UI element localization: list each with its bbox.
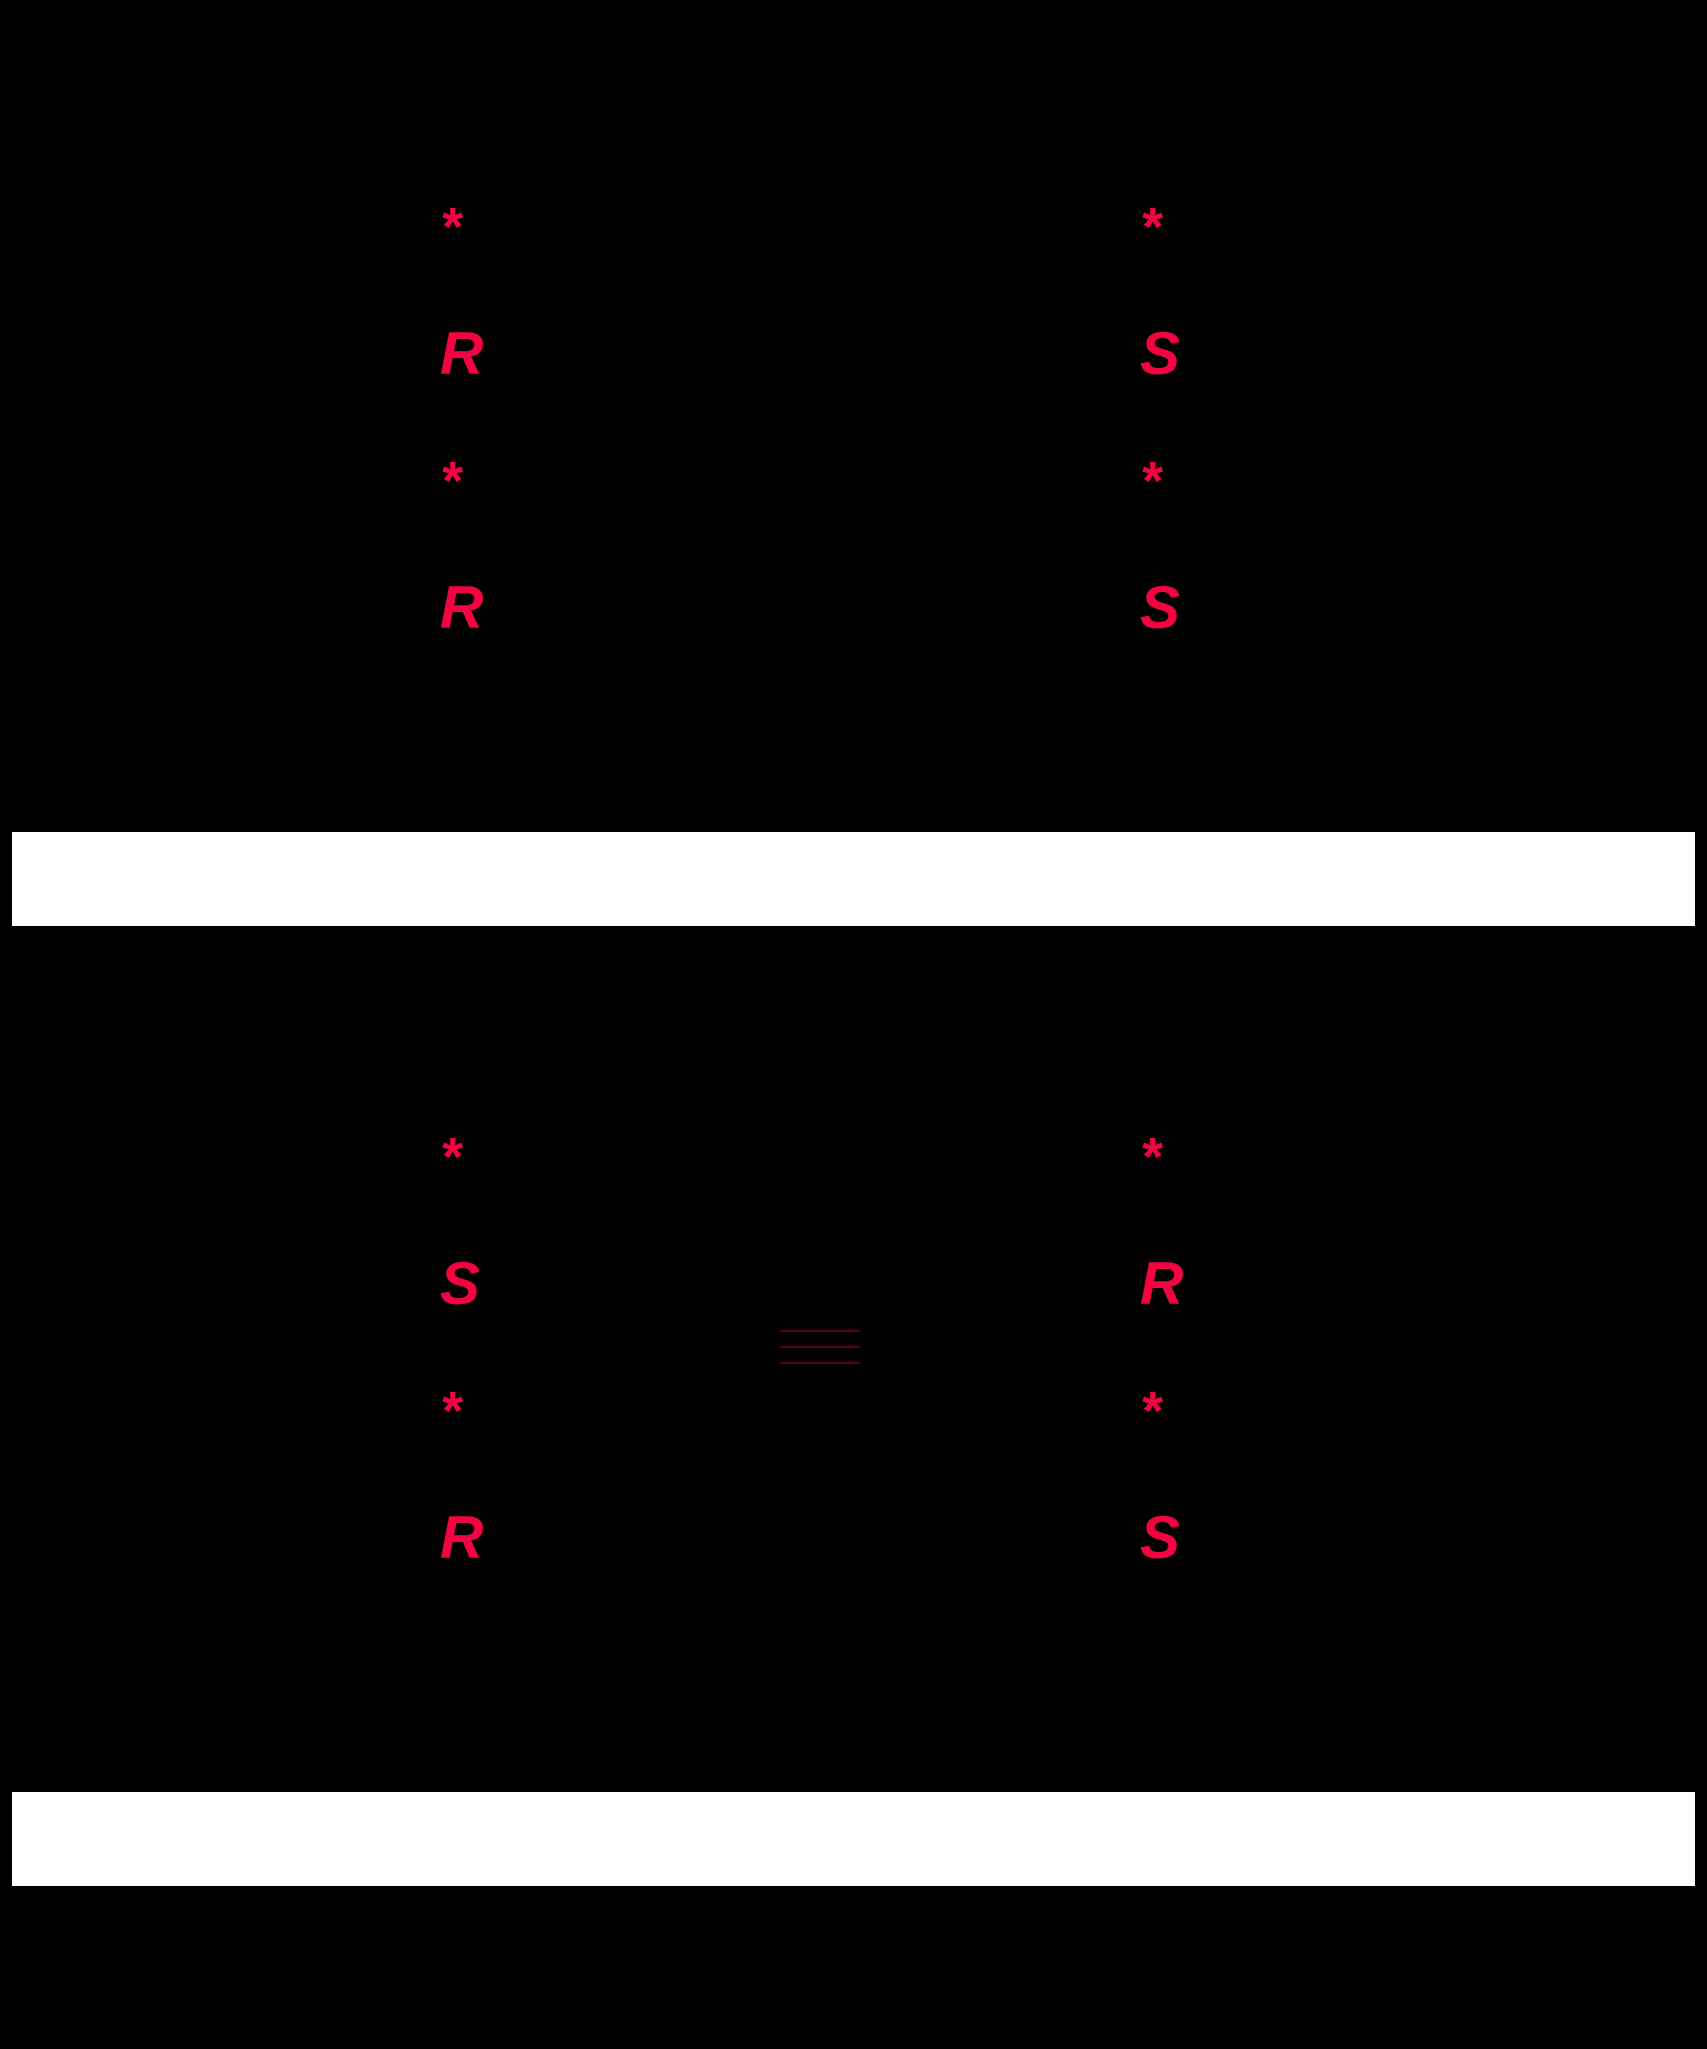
glyph-letter: S xyxy=(1140,578,1180,638)
glyph-letter: S xyxy=(1140,1508,1180,1568)
glyph-star: * xyxy=(440,1130,461,1184)
center-line xyxy=(780,1362,860,1364)
glyph-letter: R xyxy=(440,578,483,638)
glyph-letter: R xyxy=(440,1508,483,1568)
panel-bottom: * S * R * R * S xyxy=(0,930,1707,1860)
glyph-star: * xyxy=(1140,200,1161,254)
panel-bottom-left-column: * S * R xyxy=(440,1130,483,1568)
glyph-letter: S xyxy=(440,1254,480,1314)
center-line-stack xyxy=(780,1330,860,1364)
panel-top-right-column: * S * S xyxy=(1140,200,1180,638)
glyph-star: * xyxy=(440,454,461,508)
glyph-letter: S xyxy=(1140,324,1180,384)
panel-top: * R * R * S * S xyxy=(0,0,1707,930)
glyph-star: * xyxy=(1140,1384,1161,1438)
panel-bottom-right-column: * R * S xyxy=(1140,1130,1183,1568)
glyph-letter: R xyxy=(440,324,483,384)
panel-top-left-column: * R * R xyxy=(440,200,483,638)
divider-strip-top xyxy=(10,830,1697,928)
glyph-letter: R xyxy=(1140,1254,1183,1314)
glyph-star: * xyxy=(1140,1130,1161,1184)
glyph-star: * xyxy=(1140,454,1161,508)
divider-strip-bottom xyxy=(10,1790,1697,1888)
glyph-star: * xyxy=(440,200,461,254)
center-line xyxy=(780,1330,860,1332)
center-line xyxy=(780,1346,860,1348)
glyph-star: * xyxy=(440,1384,461,1438)
